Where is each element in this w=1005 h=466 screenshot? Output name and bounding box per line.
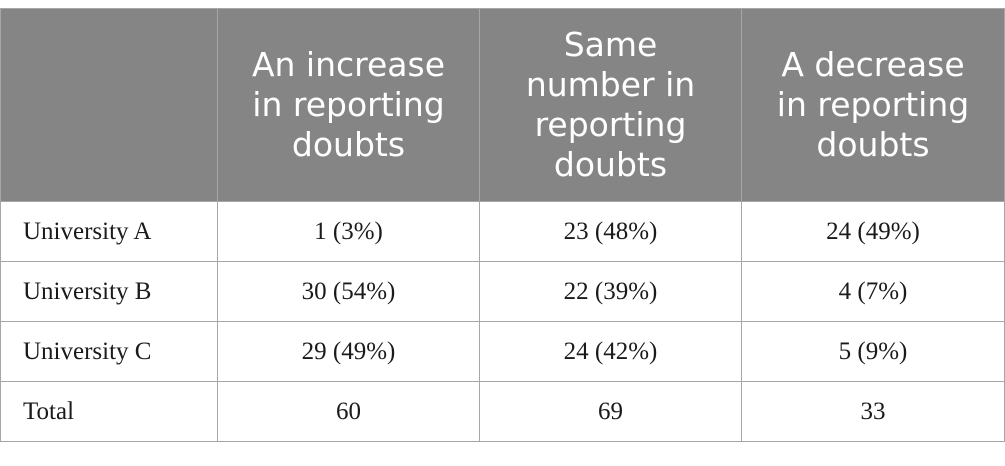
cell-decrease: 5 (9%) <box>741 321 1005 382</box>
cell-increase: 1 (3%) <box>217 201 480 262</box>
table-row: University C 29 (49%) 24 (42%) 5 (9%) <box>0 321 1005 382</box>
cell-decrease: 4 (7%) <box>741 261 1005 322</box>
row-label: University B <box>0 261 218 322</box>
cell-decrease: 24 (49%) <box>741 201 1005 262</box>
cell-increase: 30 (54%) <box>217 261 480 322</box>
data-table: An increase in reporting doubts Same num… <box>0 8 1005 442</box>
table-row: University B 30 (54%) 22 (39%) 4 (7%) <box>0 261 1005 322</box>
cell-same: 23 (48%) <box>479 201 742 262</box>
cell-increase: 29 (49%) <box>217 321 480 382</box>
row-label: University C <box>0 321 218 382</box>
table-row: University A 1 (3%) 23 (48%) 24 (49%) <box>0 201 1005 262</box>
header-label: An increase in reporting doubts <box>251 45 446 164</box>
row-label: University A <box>0 201 218 262</box>
header-cell-empty <box>0 8 218 202</box>
header-label: Same number in reporting doubts <box>525 25 696 184</box>
cell-decrease: 33 <box>741 381 1005 442</box>
cell-same: 69 <box>479 381 742 442</box>
header-cell-decrease: A decrease in reporting doubts <box>741 8 1005 202</box>
cell-increase: 60 <box>217 381 480 442</box>
table-header: An increase in reporting doubts Same num… <box>0 8 1005 202</box>
row-label: Total <box>0 381 218 442</box>
header-row: An increase in reporting doubts Same num… <box>0 8 1005 202</box>
data-table-container: An increase in reporting doubts Same num… <box>0 8 1005 442</box>
header-cell-same: Same number in reporting doubts <box>479 8 742 202</box>
table-row-total: Total 60 69 33 <box>0 381 1005 442</box>
header-label: A decrease in reporting doubts <box>776 45 970 164</box>
cell-same: 24 (42%) <box>479 321 742 382</box>
table-body: University A 1 (3%) 23 (48%) 24 (49%) Un… <box>0 201 1005 442</box>
header-cell-increase: An increase in reporting doubts <box>217 8 480 202</box>
cell-same: 22 (39%) <box>479 261 742 322</box>
